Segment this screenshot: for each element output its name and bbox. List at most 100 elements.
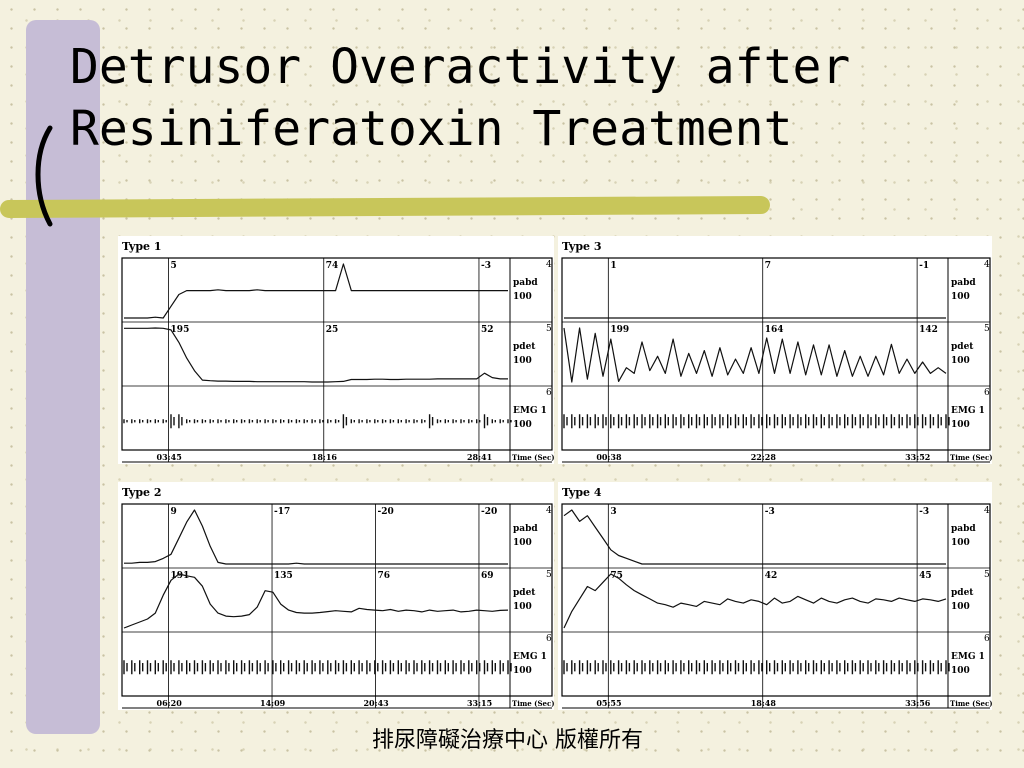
trace-type-4-pabd xyxy=(563,509,946,565)
channel-number: 5 xyxy=(546,324,552,334)
time-axis-label: Time (Sec) xyxy=(512,699,554,708)
channel-number: 4 xyxy=(546,506,552,516)
trace-annotation: 75 xyxy=(610,571,623,581)
bracket-ornament xyxy=(35,125,53,227)
channel-label: EMG 1 xyxy=(951,406,985,416)
plot-frame xyxy=(121,257,553,451)
trace-type-2-emg xyxy=(123,660,512,675)
trace-type-3-pdet xyxy=(563,327,947,383)
chart-panel-type1: Type 1 4 pabd 100 5 pdet 100 6 EMG 1 100 03:45 18:1… xyxy=(118,236,554,464)
channel-scale: 100 xyxy=(513,666,532,676)
channel-scale: 100 xyxy=(951,420,970,430)
trace-annotation: -20 xyxy=(481,507,497,517)
trace-type-1-pdet xyxy=(124,327,508,383)
trace-annotation: -3 xyxy=(765,507,775,517)
chart-panel-type3: Type 3 4 pabd 100 5 pdet 100 6 EMG 1 100 00:38 22:2… xyxy=(558,236,992,464)
trace-annotation: 195 xyxy=(171,325,190,335)
time-tick-label: 03:45 xyxy=(157,452,182,462)
channel-scale: 100 xyxy=(513,602,532,612)
channel-label: pdet xyxy=(951,342,974,352)
chart-panel-type2: Type 2 4 pabd 100 5 pdet 100 6 EMG 1 100 06:20 14:0… xyxy=(118,482,554,710)
trace-annotation: -1 xyxy=(919,261,929,271)
channel-label: pabd xyxy=(951,524,976,534)
trace-annotation: 74 xyxy=(326,261,339,271)
plot-frame xyxy=(121,503,553,697)
channel-scale: 100 xyxy=(951,602,970,612)
channel-label: pdet xyxy=(951,588,974,598)
channel-number: 6 xyxy=(546,388,552,398)
trace-type-1-emg xyxy=(123,414,512,429)
channel-scale: 100 xyxy=(951,356,970,366)
chart-title: Type 4 xyxy=(562,486,602,499)
time-axis-label: Time (Sec) xyxy=(950,453,992,462)
time-axis-label: Time (Sec) xyxy=(512,453,554,462)
title-line-1: Detrusor Overactivity after xyxy=(70,39,851,95)
channel-number: 4 xyxy=(984,506,990,516)
trace-annotation: 199 xyxy=(610,325,629,335)
trace-type-2-pdet xyxy=(123,573,509,629)
footer-copyright: 排尿障礙治療中心 版權所有 xyxy=(372,728,643,753)
chart-title: Type 2 xyxy=(122,486,162,499)
time-tick-label: 06:20 xyxy=(157,698,183,708)
trace-type-1-pabd xyxy=(124,263,508,319)
channel-scale: 100 xyxy=(951,666,970,676)
trace-annotation: -20 xyxy=(377,507,393,517)
chart-type1-svg: Type 1 4 pabd 100 5 pdet 100 6 EMG 1 100 03:45 18:1… xyxy=(121,240,554,463)
trace-type-4-emg xyxy=(563,660,950,675)
time-tick-label: 28:41 xyxy=(467,452,492,462)
chart-type3-svg: Type 3 4 pabd 100 5 pdet 100 6 EMG 1 100 00:38 22:2… xyxy=(561,240,992,463)
channel-label: EMG 1 xyxy=(513,652,547,662)
trace-annotation: 135 xyxy=(274,571,293,581)
channel-label: pdet xyxy=(513,342,536,352)
channel-number: 5 xyxy=(546,570,552,580)
time-tick-label: 33:15 xyxy=(467,698,492,708)
chart-title: Type 3 xyxy=(562,240,602,253)
title-line-2: Resiniferatoxin Treatment xyxy=(70,101,793,157)
time-tick-label: 33:52 xyxy=(905,452,930,462)
time-tick-label: 20:43 xyxy=(363,698,389,708)
channel-number: 5 xyxy=(984,324,990,334)
chart-title: Type 1 xyxy=(122,240,162,253)
time-tick-label: 14:09 xyxy=(260,698,286,708)
trace-annotation: 191 xyxy=(171,571,190,581)
time-tick-label: 22:28 xyxy=(751,452,777,462)
chart-type4-svg: Type 4 4 pabd 100 5 pdet 100 6 EMG 1 100 05:55 18:4… xyxy=(561,486,992,709)
channel-scale: 100 xyxy=(951,292,970,302)
channel-label: pabd xyxy=(513,524,538,534)
trace-annotation: 42 xyxy=(765,571,778,581)
channel-scale: 100 xyxy=(513,420,532,430)
trace-annotation: -17 xyxy=(274,507,290,517)
channel-number: 6 xyxy=(546,634,552,644)
chart-panel-type4: Type 4 4 pabd 100 5 pdet 100 6 EMG 1 100 05:55 18:4… xyxy=(558,482,992,710)
time-tick-label: 05:55 xyxy=(596,698,621,708)
channel-number: 5 xyxy=(984,570,990,580)
trace-annotation: 1 xyxy=(610,261,616,271)
trace-annotation: 3 xyxy=(610,507,616,517)
time-tick-label: 33:56 xyxy=(905,698,931,708)
channel-label: pdet xyxy=(513,588,536,598)
trace-annotation: 142 xyxy=(919,325,938,335)
channel-label: EMG 1 xyxy=(951,652,985,662)
channel-label: EMG 1 xyxy=(513,406,547,416)
trace-annotation: 76 xyxy=(377,571,390,581)
trace-type-3-emg xyxy=(563,414,950,429)
trace-annotation: 164 xyxy=(765,325,784,335)
trace-type-2-pabd xyxy=(124,509,508,565)
trace-annotation: 69 xyxy=(481,571,494,581)
plot-frame xyxy=(561,257,991,451)
time-tick-label: 00:38 xyxy=(596,452,622,462)
trace-annotation: 52 xyxy=(481,325,494,335)
slide-title: Detrusor Overactivity after Resiniferato… xyxy=(70,36,850,160)
accent-bar-vertical xyxy=(26,20,100,734)
trace-annotation: -3 xyxy=(919,507,929,517)
channel-scale: 100 xyxy=(513,356,532,366)
trace-annotation: 7 xyxy=(765,261,771,271)
channel-label: pabd xyxy=(513,278,538,288)
channel-number: 4 xyxy=(984,260,990,270)
chart-type2-svg: Type 2 4 pabd 100 5 pdet 100 6 EMG 1 100 06:20 14:0… xyxy=(121,486,554,709)
trace-annotation: 25 xyxy=(326,325,339,335)
channel-number: 4 xyxy=(546,260,552,270)
channel-scale: 100 xyxy=(513,292,532,302)
time-tick-label: 18:48 xyxy=(751,698,777,708)
channel-scale: 100 xyxy=(951,538,970,548)
